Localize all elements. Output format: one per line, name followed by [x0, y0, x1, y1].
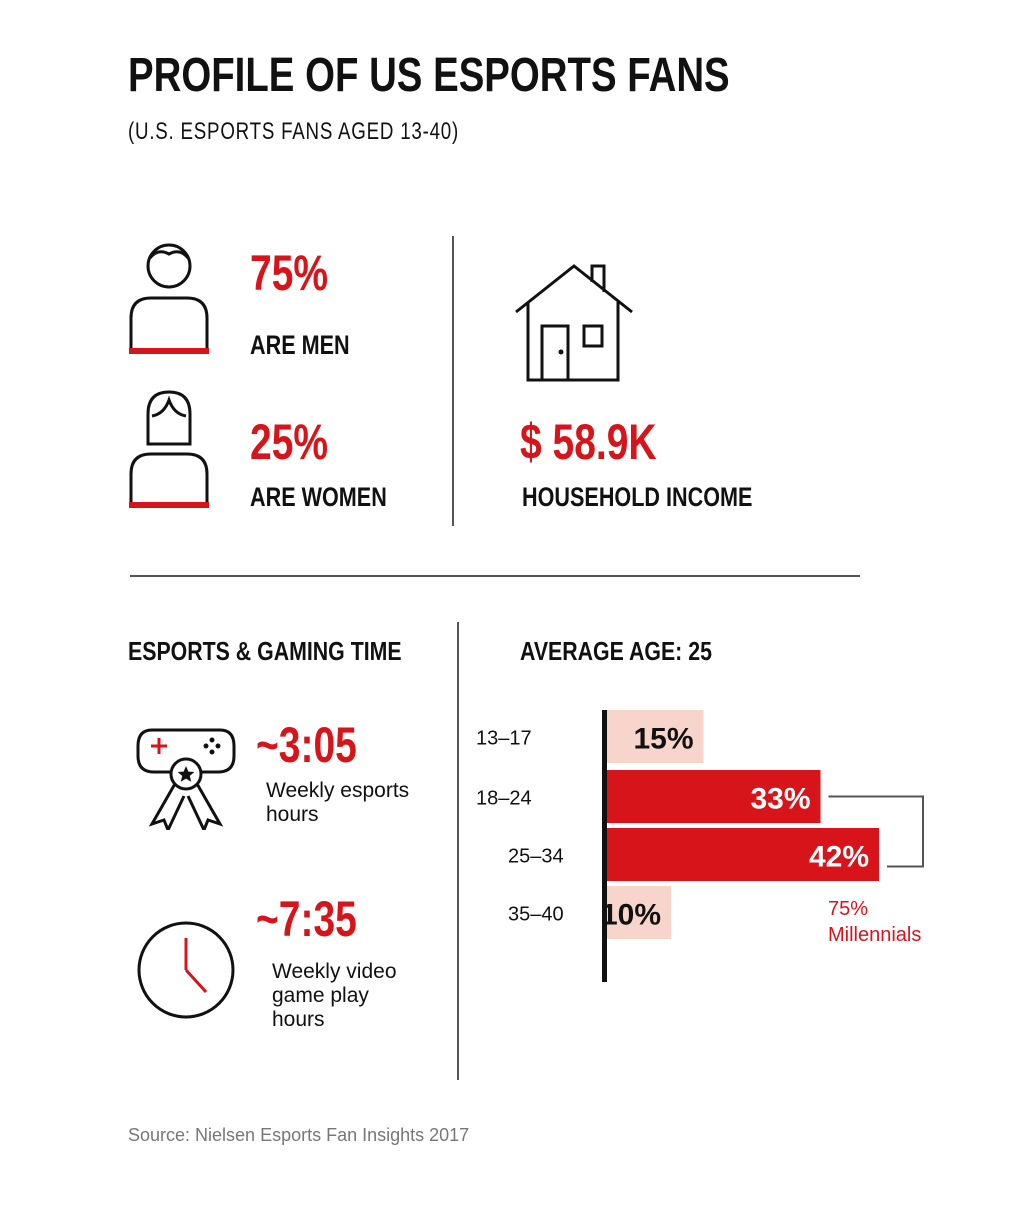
- bottom-divider: [457, 622, 459, 1080]
- millennials-label: Millennials: [828, 924, 922, 946]
- women-percent: 25%: [250, 414, 329, 470]
- esports-hours-label: Weekly esports hours: [266, 779, 410, 826]
- esports-hours-value: ~3:05: [256, 717, 357, 773]
- page-subtitle: (U.S. ESPORTS FANS AGED 13-40): [128, 118, 460, 145]
- game-controller-medal-icon: [136, 728, 236, 830]
- millennials-bracket: [828, 795, 924, 868]
- woman-icon: [129, 390, 209, 508]
- income-label: HOUSEHOLD INCOME: [522, 482, 753, 512]
- video-hours-value: ~7:35: [256, 891, 357, 947]
- men-label: ARE MEN: [250, 330, 350, 360]
- category-label: 25–34: [508, 846, 564, 868]
- bar-13–17: [606, 710, 704, 763]
- age-bar-chart: 13–17 15% 18–24 33% 25–34 42% 35–40 10%: [476, 710, 924, 982]
- category-label: 18–24: [476, 788, 532, 810]
- men-percent: 75%: [250, 245, 329, 301]
- house-icon: [515, 264, 633, 382]
- value-label: 10%: [601, 899, 661, 932]
- category-label: 35–40: [508, 904, 564, 926]
- category-label: 13–17: [476, 728, 532, 750]
- millennials-value: 75%: [828, 898, 869, 920]
- page-title: PROFILE OF US ESPORTS FANS: [128, 49, 730, 102]
- average-age-heading: AVERAGE AGE: 25: [520, 636, 712, 666]
- value-label: 15%: [633, 723, 693, 756]
- value-label: 33%: [750, 783, 810, 816]
- video-hours-label: Weekly video game play hours: [272, 960, 397, 1031]
- chart-axis: [602, 710, 607, 982]
- bar-35–40: [606, 886, 671, 939]
- value-label: 42%: [809, 841, 869, 874]
- bar-25–34: [606, 828, 879, 881]
- man-icon: [129, 243, 209, 354]
- bar-18–24: [606, 770, 821, 823]
- millennials-annotation: 75% Millennials: [828, 896, 921, 948]
- source-note: Source: Nielsen Esports Fan Insights 201…: [128, 1125, 470, 1145]
- gaming-time-heading: ESPORTS & GAMING TIME: [128, 636, 402, 666]
- section-divider: [130, 575, 860, 577]
- clock-icon: [137, 921, 235, 1019]
- women-label: ARE WOMEN: [250, 482, 387, 512]
- income-value: $ 58.9K: [520, 414, 657, 470]
- top-divider: [452, 236, 454, 526]
